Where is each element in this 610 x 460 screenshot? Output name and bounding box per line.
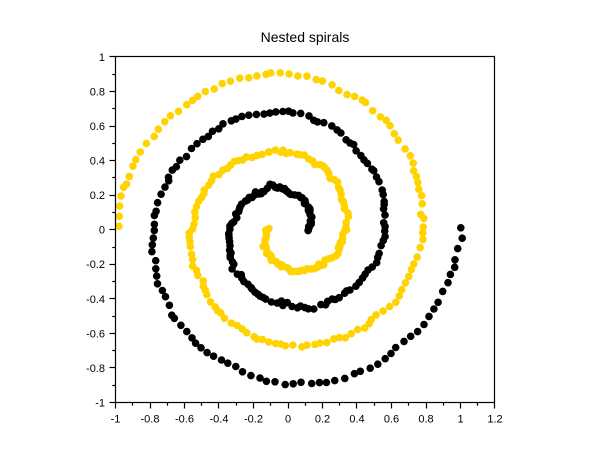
svg-text:0.8: 0.8 [418, 414, 433, 426]
svg-text:1.2: 1.2 [487, 414, 502, 426]
svg-text:-0.4: -0.4 [210, 414, 229, 426]
svg-text:-1: -1 [95, 397, 105, 409]
svg-text:-0.2: -0.2 [244, 414, 263, 426]
svg-text:0.6: 0.6 [90, 121, 105, 133]
svg-text:0.6: 0.6 [384, 414, 399, 426]
svg-text:0: 0 [99, 225, 105, 237]
svg-text:0.8: 0.8 [90, 87, 105, 99]
svg-text:0.2: 0.2 [90, 190, 105, 202]
svg-text:-0.2: -0.2 [86, 259, 105, 271]
svg-text:0: 0 [285, 414, 291, 426]
svg-text:1: 1 [457, 414, 463, 426]
svg-text:1: 1 [99, 52, 105, 64]
svg-text:-0.4: -0.4 [86, 294, 105, 306]
svg-text:-0.8: -0.8 [86, 363, 105, 375]
svg-text:-0.6: -0.6 [86, 328, 105, 340]
svg-text:-0.6: -0.6 [175, 414, 194, 426]
svg-text:0.2: 0.2 [315, 414, 330, 426]
svg-text:Nested spirals: Nested spirals [261, 29, 350, 45]
svg-text:-1: -1 [111, 414, 121, 426]
svg-text:0.4: 0.4 [90, 156, 105, 168]
svg-text:0.4: 0.4 [349, 414, 364, 426]
svg-text:-0.8: -0.8 [141, 414, 160, 426]
